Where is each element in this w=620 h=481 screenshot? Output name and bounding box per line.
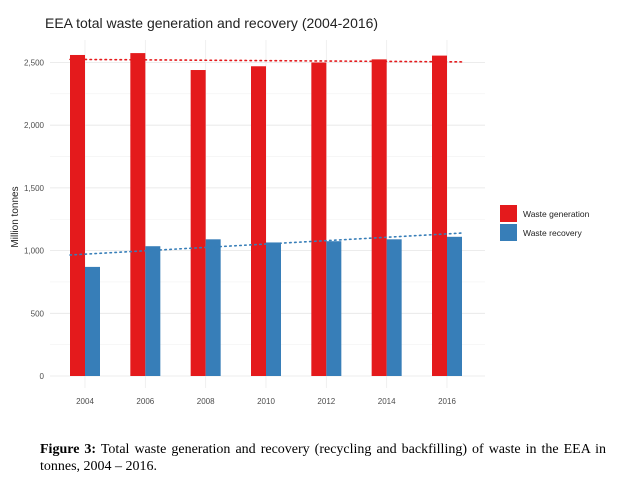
caption-label: Figure 3: [40, 442, 97, 457]
bar-waste-recovery [85, 266, 100, 376]
legend-swatch [500, 205, 517, 222]
legend-label: Waste generation [523, 209, 590, 219]
y-axis-ticks: 0 500 1,000 1,500 2,000 2,500 [24, 59, 45, 382]
trendline-waste-recovery [69, 232, 463, 256]
chart: EEA total waste generation and recovery … [10, 15, 590, 406]
x-tick-label: 2012 [317, 397, 335, 406]
x-tick-label: 2008 [197, 397, 215, 406]
bar-waste-recovery [386, 239, 402, 376]
trendline-waste-generation [69, 58, 463, 63]
x-axis-ticks: 2004 2006 2008 2010 2012 2014 2016 [76, 397, 456, 406]
bars [70, 53, 462, 377]
bar-waste-recovery [205, 239, 221, 376]
bar-waste-generation [432, 55, 447, 377]
y-tick-label: 2,000 [24, 121, 45, 130]
legend-label: Waste recovery [523, 228, 582, 238]
x-tick-label: 2016 [438, 397, 456, 406]
legend-swatch [500, 224, 517, 241]
chart-title: EEA total waste generation and recovery … [45, 15, 378, 31]
bar-waste-generation [371, 59, 387, 377]
bar-waste-recovery [266, 242, 281, 376]
y-tick-label: 1,500 [24, 184, 45, 193]
legend: Waste generation Waste recovery [500, 205, 590, 241]
figure-caption: Figure 3: Total waste generation and rec… [40, 441, 606, 475]
bar-waste-generation [130, 53, 146, 376]
bar-waste-recovery [447, 236, 462, 376]
bar-waste-recovery [326, 241, 342, 376]
y-tick-label: 0 [40, 372, 45, 381]
y-tick-label: 2,500 [24, 59, 45, 68]
bar-waste-recovery [145, 246, 161, 376]
y-axis-label: Million tonnes [10, 186, 21, 247]
caption-text: Total waste generation and recovery (rec… [40, 442, 606, 474]
bar-waste-generation [251, 66, 266, 377]
y-tick-label: 500 [31, 309, 45, 318]
x-tick-label: 2010 [257, 397, 275, 406]
bar-waste-generation [190, 70, 206, 377]
x-tick-label: 2006 [136, 397, 154, 406]
x-tick-label: 2014 [378, 397, 396, 406]
trendlines [69, 58, 463, 256]
y-tick-label: 1,000 [24, 247, 45, 256]
bar-waste-generation [311, 62, 327, 376]
x-tick-label: 2004 [76, 397, 94, 406]
bar-waste-generation [70, 54, 85, 376]
